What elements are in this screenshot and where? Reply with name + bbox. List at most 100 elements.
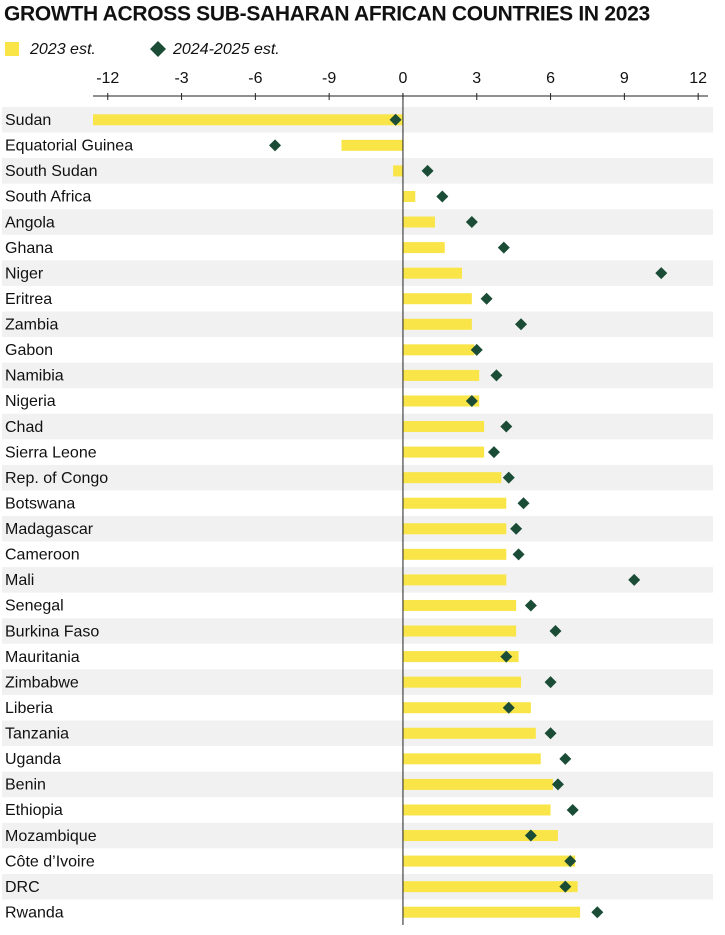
marker [591, 906, 604, 919]
category-label: Uganda [5, 751, 61, 768]
row-band [2, 669, 713, 695]
bar [402, 855, 576, 867]
category-label: Mauritania [5, 649, 80, 666]
category-label: Gabon [5, 342, 53, 359]
legend-swatch [150, 41, 166, 57]
category-label: Rep. of Congo [5, 470, 108, 487]
x-tick-label: 0 [399, 70, 408, 87]
bar [402, 421, 485, 433]
bar [402, 497, 507, 509]
bar [402, 548, 507, 560]
bar [402, 242, 445, 254]
marker [549, 625, 562, 638]
category-label: Ethiopia [5, 802, 63, 819]
row-band [2, 464, 713, 491]
category-label: Namibia [5, 368, 64, 385]
category-label: Senegal [5, 598, 64, 615]
legend-swatch [5, 42, 19, 56]
x-tick-label: -6 [248, 70, 262, 87]
category-label: Sierra Leone [5, 444, 97, 461]
bar [402, 625, 517, 637]
category-label: Botswana [5, 495, 75, 512]
category-label: Mozambique [5, 828, 97, 845]
x-tick-label: 9 [620, 70, 629, 87]
chart-title: GROWTH ACROSS SUB-SAHARAN AFRICAN COUNTR… [4, 3, 650, 26]
bar [402, 753, 541, 765]
marker [500, 650, 513, 663]
bar [402, 318, 472, 330]
bar [402, 293, 472, 305]
bar [93, 114, 403, 126]
bar [402, 676, 522, 688]
marker [436, 190, 449, 203]
bar [402, 472, 502, 484]
category-label: Côte d’Ivoire [5, 853, 95, 870]
marker [544, 676, 557, 689]
marker [421, 164, 434, 177]
row-band [2, 209, 713, 235]
marker [497, 241, 510, 254]
bar [402, 574, 507, 586]
bar [402, 446, 485, 458]
marker [655, 267, 668, 280]
bar [402, 881, 578, 893]
marker [500, 420, 513, 433]
marker [487, 446, 500, 459]
row-band [2, 720, 713, 747]
marker [524, 599, 537, 612]
marker [551, 778, 564, 791]
category-label: Madagascar [5, 521, 94, 538]
bar [402, 369, 480, 381]
category-label: Eritrea [5, 291, 52, 308]
row-band [2, 771, 713, 798]
marker [564, 855, 577, 868]
bar [402, 778, 554, 790]
bar [402, 216, 435, 228]
marker [269, 139, 282, 152]
bar [393, 165, 403, 177]
category-label: Benin [5, 777, 46, 794]
marker [628, 573, 641, 586]
bar [402, 344, 475, 356]
marker [470, 343, 483, 356]
category-label: Rwanda [5, 904, 64, 921]
row-band [2, 413, 713, 440]
row-band [2, 822, 713, 849]
bar [402, 906, 581, 918]
x-tick-label: -9 [322, 70, 336, 87]
x-tick-label: 3 [472, 70, 481, 87]
bar [402, 599, 517, 611]
category-label: Niger [5, 265, 44, 282]
bar [341, 139, 403, 151]
bar [402, 830, 558, 842]
category-label: Nigeria [5, 393, 56, 410]
category-label: Angola [5, 214, 55, 231]
marker [566, 803, 579, 816]
bar [402, 267, 462, 279]
row-band [2, 311, 713, 338]
bar [402, 395, 480, 407]
bar [402, 190, 416, 202]
marker [502, 701, 515, 714]
bar [402, 523, 507, 535]
bar [402, 702, 531, 714]
category-label: South Africa [5, 189, 91, 206]
legend-label: 2023 est. [29, 41, 96, 58]
marker [510, 522, 523, 535]
x-tick-label: 6 [546, 70, 555, 87]
marker [559, 752, 572, 765]
marker [517, 497, 530, 510]
marker [490, 369, 503, 382]
x-tick-label: -12 [96, 70, 119, 87]
row-band [2, 516, 713, 542]
category-label: Zambia [5, 317, 58, 334]
marker [515, 318, 528, 331]
marker [465, 216, 478, 229]
row-band [2, 260, 713, 286]
marker [502, 471, 515, 484]
category-label: Tanzania [5, 726, 69, 743]
x-tick-label: 12 [689, 70, 707, 87]
row-band [2, 362, 713, 389]
